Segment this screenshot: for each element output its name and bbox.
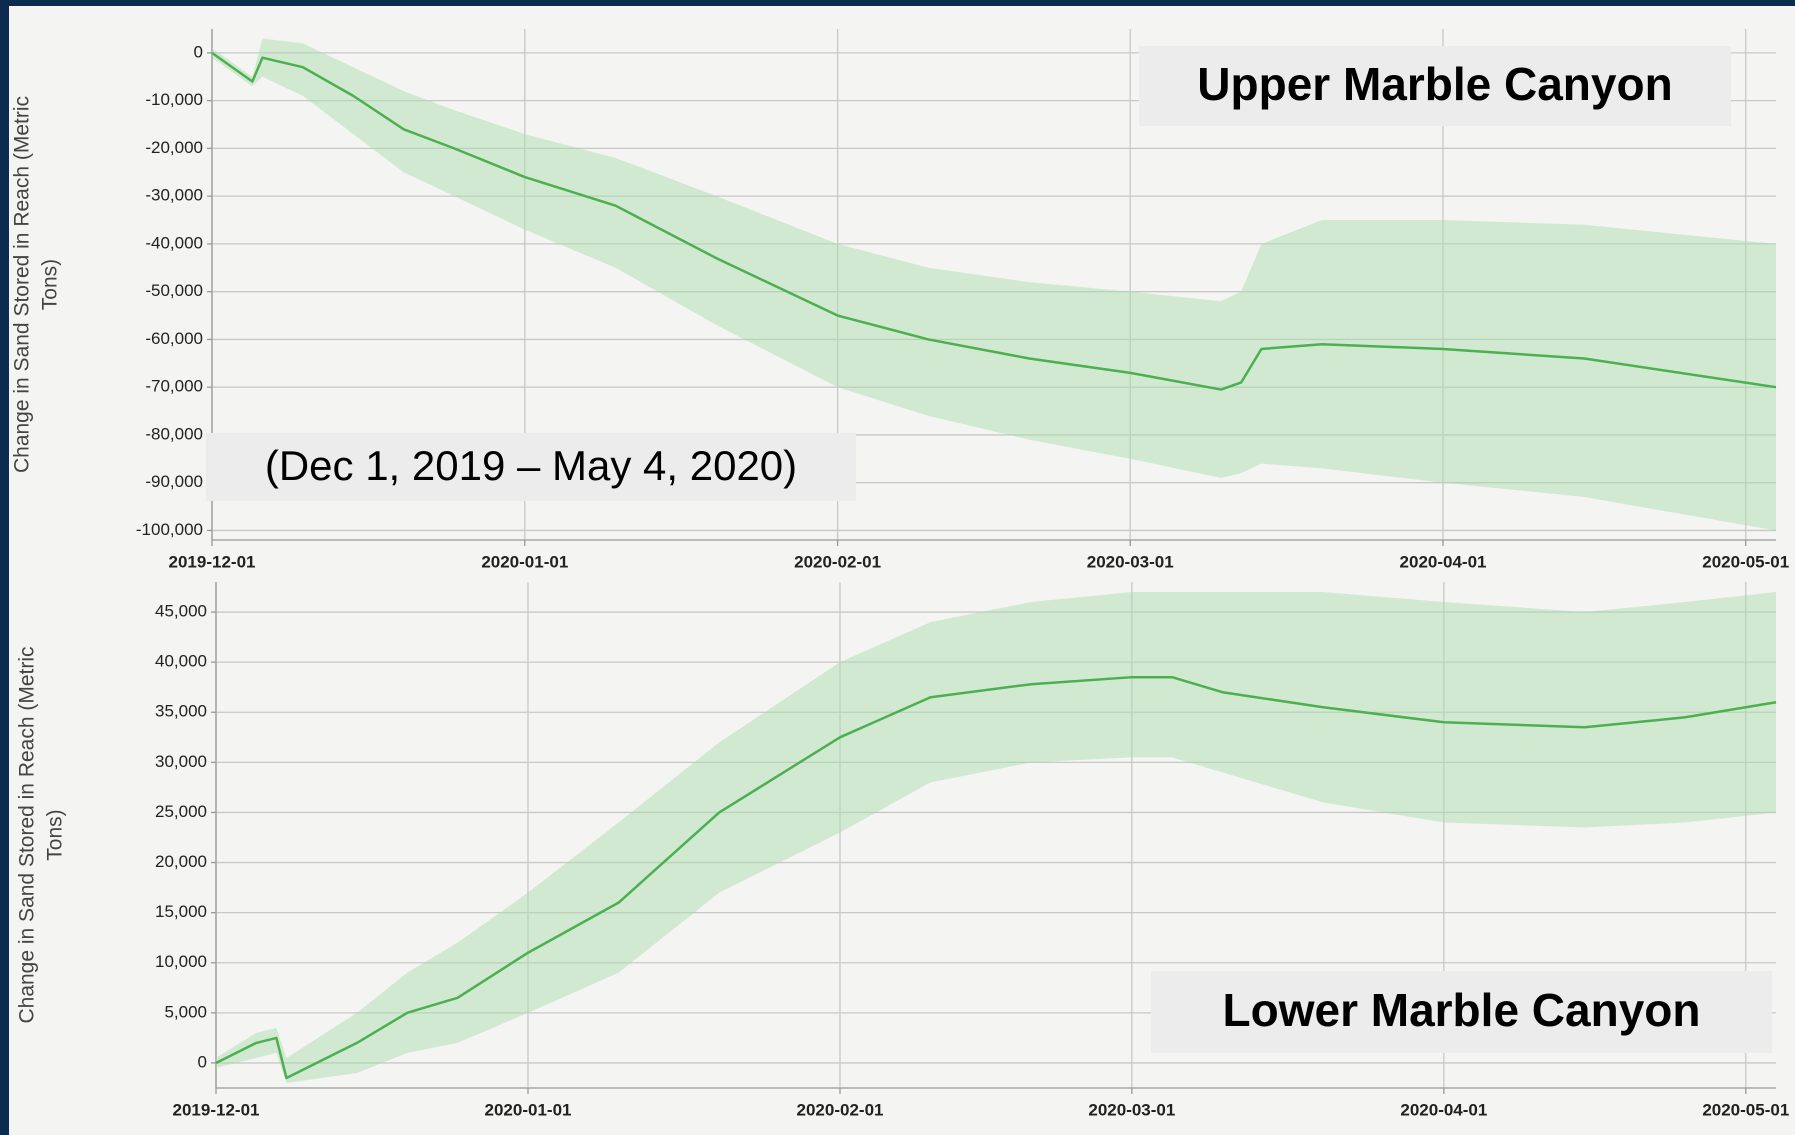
y-axis-label: Tons) — [39, 259, 62, 310]
x-tick-label: 2020-05-01 — [1702, 552, 1789, 571]
uncertainty-band — [212, 38, 1776, 531]
y-tick-label: -90,000 — [145, 472, 203, 491]
x-tick-label: 2020-03-01 — [1088, 1100, 1175, 1119]
x-tick-label: 2020-01-01 — [485, 1100, 572, 1119]
y-tick-label: 45,000 — [155, 602, 207, 621]
y-tick-label: -10,000 — [145, 90, 203, 109]
annotation: Lower Marble Canyon — [1223, 984, 1701, 1036]
y-tick-label: 0 — [198, 1052, 207, 1071]
x-tick-label: 2020-01-01 — [481, 552, 568, 571]
y-tick-label: -60,000 — [145, 329, 203, 348]
y-tick-label: 20,000 — [155, 852, 207, 871]
y-tick-label: 30,000 — [155, 752, 207, 771]
annotation-box — [1151, 971, 1772, 1053]
x-tick-label: 2020-04-01 — [1400, 1100, 1487, 1119]
x-tick-label: 2020-04-01 — [1400, 552, 1487, 571]
data-line — [211, 51, 1777, 391]
panel-background — [9, 6, 1795, 1135]
y-tick-label: -50,000 — [145, 281, 203, 300]
y-tick-label: 35,000 — [155, 702, 207, 721]
y-tick-label: 25,000 — [155, 802, 207, 821]
annotation-box — [1139, 46, 1731, 126]
y-tick-label: -30,000 — [145, 186, 203, 205]
y-tick-label: -80,000 — [145, 424, 203, 443]
x-tick-label: 2020-03-01 — [1087, 552, 1174, 571]
x-tick-label: 2019-12-01 — [173, 1100, 260, 1119]
x-tick-label: 2020-05-01 — [1702, 1100, 1789, 1119]
annotation: (Dec 1, 2019 – May 4, 2020) — [265, 442, 797, 489]
x-tick-label: 2019-12-01 — [169, 552, 256, 571]
y-tick-label: 15,000 — [155, 902, 207, 921]
y-tick-label: 5,000 — [164, 1002, 207, 1021]
x-tick-label: 2020-02-01 — [794, 552, 881, 571]
y-axis-label: Change in Sand Stored in Reach (Metric — [11, 96, 34, 473]
y-tick-label: -20,000 — [145, 138, 203, 157]
y-tick-label: 40,000 — [155, 652, 207, 671]
y-axis-label: Change in Sand Stored in Reach (Metric — [16, 646, 39, 1023]
x-tick-label: 2020-02-01 — [797, 1100, 884, 1119]
annotation-box — [206, 433, 856, 501]
y-tick-label: -40,000 — [145, 233, 203, 252]
y-axis-label: Tons) — [44, 809, 67, 860]
y-tick-label: 0 — [194, 42, 203, 61]
y-tick-label: -100,000 — [136, 520, 203, 539]
data-line — [215, 675, 1777, 1080]
annotation: Upper Marble Canyon — [1197, 58, 1672, 110]
y-tick-label: -70,000 — [145, 377, 203, 396]
y-tick-label: 10,000 — [155, 952, 207, 971]
